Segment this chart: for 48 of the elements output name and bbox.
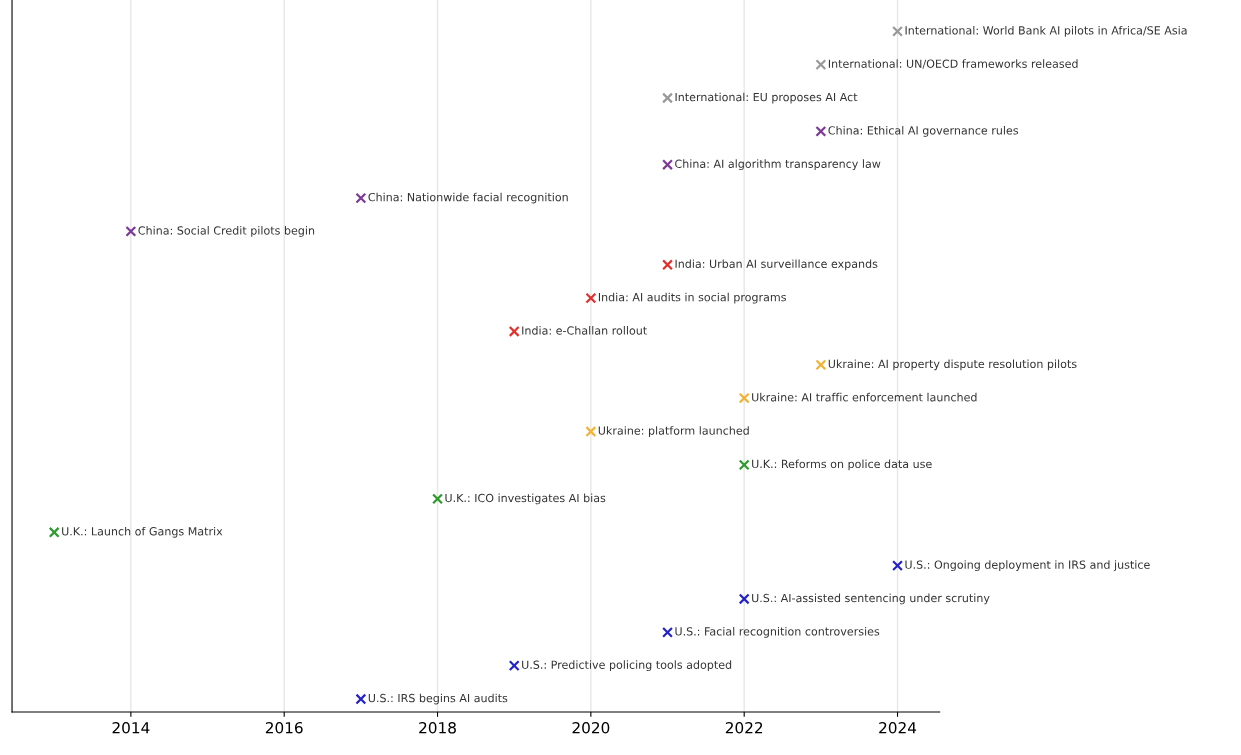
annotation: China: AI algorithm transparency law bbox=[675, 159, 881, 171]
annotation: International: UN/OECD frameworks released bbox=[828, 59, 1078, 69]
x-tick-label: 2024 bbox=[879, 721, 917, 734]
point bbox=[892, 25, 904, 37]
annotation: Ukraine: AI traffic enforcement launched bbox=[752, 392, 977, 402]
annotation: China: Ethical AI governance rules bbox=[828, 125, 1019, 137]
annotation: U.S.: AI-assisted sentencing under scrutiny bbox=[752, 593, 990, 605]
x-tick-label: 2014 bbox=[112, 721, 150, 734]
annotation: U.S.: Predictive policing tools adopted bbox=[522, 660, 732, 672]
point bbox=[815, 359, 827, 371]
annotation: International: World Bank AI pilots in Africa/SE Asia bbox=[905, 25, 1187, 37]
point bbox=[738, 593, 750, 605]
point bbox=[662, 92, 674, 104]
x-tick-label: 2020 bbox=[572, 721, 610, 734]
annotation: Ukraine: AI property dispute resolution pilots bbox=[828, 359, 1077, 371]
point bbox=[738, 392, 750, 404]
annotation: U.S.: Ongoing deployment in IRS and justice bbox=[905, 560, 1150, 571]
x-tick-label: 2018 bbox=[419, 721, 456, 734]
annotation: India: AI audits in social programs bbox=[598, 292, 786, 304]
point bbox=[508, 325, 520, 337]
annotation: U.K.: Launch of Gangs Matrix bbox=[62, 526, 223, 538]
point bbox=[48, 526, 60, 538]
point bbox=[432, 493, 444, 505]
point bbox=[355, 693, 367, 705]
point bbox=[125, 225, 137, 237]
point bbox=[662, 159, 674, 171]
annotation: International: EU proposes AI Act bbox=[675, 92, 858, 104]
point bbox=[585, 426, 597, 438]
annotation: China: Social Credit pilots begin bbox=[138, 226, 315, 237]
annotation: U.K.: Reforms on police data use bbox=[752, 459, 932, 471]
point bbox=[738, 459, 750, 471]
point bbox=[508, 660, 520, 672]
point bbox=[892, 560, 904, 572]
point bbox=[815, 125, 827, 137]
annotation: India: Urban AI surveillance expands bbox=[675, 259, 878, 271]
point bbox=[355, 192, 367, 204]
point bbox=[585, 292, 597, 304]
annotation: U.S.: IRS begins AI audits bbox=[368, 693, 508, 705]
annotation: India: e-Challan rollout bbox=[522, 326, 647, 335]
annotation: U.K.: ICO investigates AI bias bbox=[445, 493, 606, 505]
point bbox=[815, 59, 827, 71]
annotation: U.S.: Facial recognition controversies bbox=[675, 626, 880, 638]
point bbox=[662, 626, 674, 638]
point bbox=[662, 259, 674, 271]
x-tick-label: 2016 bbox=[265, 721, 303, 734]
annotation: China: Nationwide facial recognition bbox=[368, 192, 568, 204]
annotation: Ukraine: platform launched bbox=[598, 426, 749, 437]
x-tick-label: 2022 bbox=[725, 721, 763, 734]
